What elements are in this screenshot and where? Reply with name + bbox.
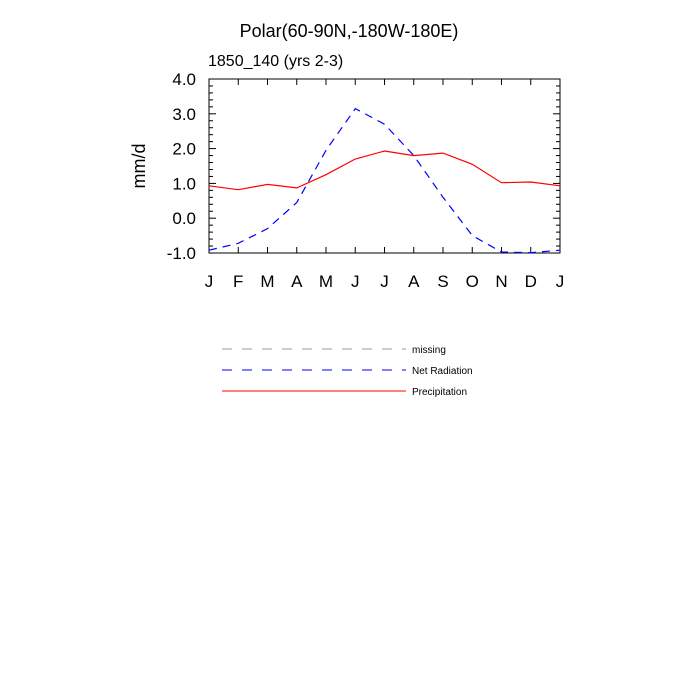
y-tick-label: 2.0 (172, 140, 196, 159)
chart-title: Polar(60-90N,-180W-180E) (240, 21, 459, 41)
plot-area: J F M A M J J A S O N D J4.03.02.01.00.0-1.0 (167, 70, 565, 291)
y-tick-label: 1.0 (172, 174, 196, 193)
x-tick-label: J (556, 272, 565, 291)
x-tick-label: F (233, 272, 243, 291)
y-tick-label: 0.0 (172, 209, 196, 228)
x-tick-label: A (291, 272, 303, 291)
legend-label-missing: missing (412, 345, 446, 356)
legend: missing Net Radiation Precipitation (222, 345, 473, 398)
y-tick-label: 4.0 (172, 70, 196, 89)
legend-label-net-radiation: Net Radiation (412, 366, 473, 377)
series-line-precipitation (208, 150, 561, 191)
x-tick-label: J (205, 272, 214, 291)
x-tick-label: M (319, 272, 333, 291)
x-tick-label: N (495, 272, 507, 291)
chart-subtitle: 1850_140 (yrs 2-3) (208, 53, 343, 70)
x-tick-label: J (380, 272, 389, 291)
x-tick-label: D (525, 272, 537, 291)
series-line-net-radiation (208, 107, 561, 254)
legend-label-precipitation: Precipitation (412, 387, 467, 398)
x-tick-label: S (437, 272, 448, 291)
x-tick-label: A (408, 272, 420, 291)
x-tick-label: M (260, 272, 274, 291)
y-tick-label: 3.0 (172, 105, 196, 124)
y-tick-label: -1.0 (167, 244, 196, 263)
y-axis-label: mm/d (129, 144, 149, 189)
x-tick-label: O (466, 272, 479, 291)
x-tick-label: J (351, 272, 360, 291)
